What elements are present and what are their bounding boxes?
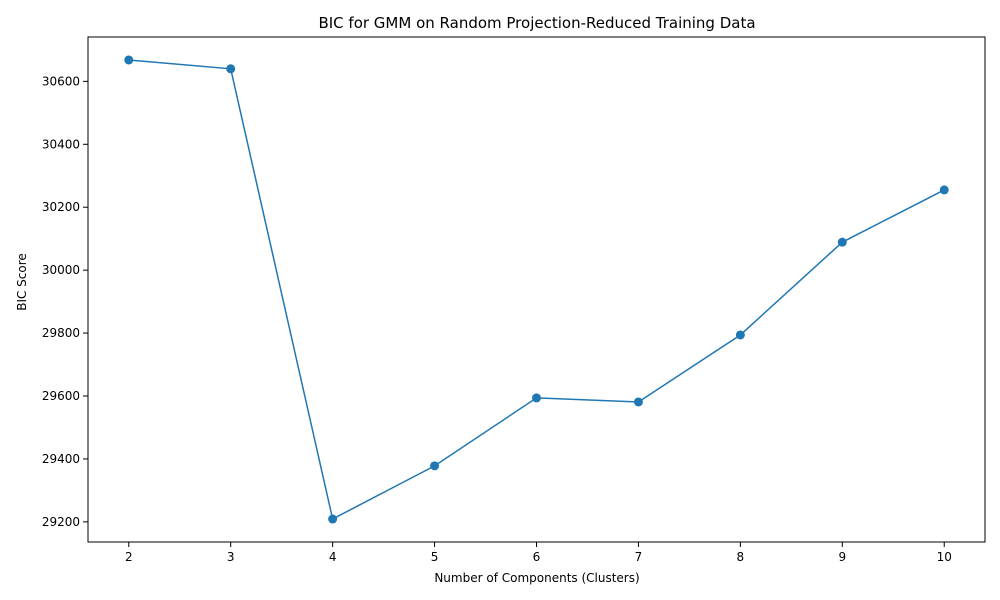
x-tick-label: 7 — [635, 550, 643, 564]
y-axis-label: BIC Score — [15, 253, 29, 311]
axes-frame — [87, 36, 986, 543]
x-tick-label: 5 — [431, 550, 439, 564]
data-point — [124, 55, 134, 65]
data-point — [430, 461, 440, 471]
data-point — [328, 514, 338, 524]
y-tick-label: 29200 — [42, 515, 80, 529]
x-axis: 2 3 4 5 6 7 8 9 10 — [125, 542, 952, 564]
data-point — [939, 185, 949, 195]
x-tick-label: 8 — [737, 550, 745, 564]
bic-series-points — [124, 55, 949, 524]
x-tick-label: 10 — [937, 550, 952, 564]
y-tick-label: 30200 — [42, 200, 80, 214]
x-tick-label: 4 — [329, 550, 337, 564]
y-tick-label: 29800 — [42, 326, 80, 340]
y-axis: 29200 29400 29600 29800 30000 30200 30400 30600 — [42, 74, 88, 529]
chart-title: BIC for GMM on Random Projection-Reduced… — [318, 14, 755, 32]
y-tick-label: 29600 — [42, 389, 80, 403]
data-point — [735, 330, 745, 340]
bic-series-line — [128, 59, 945, 521]
plot-area: 2 3 4 5 6 7 8 9 10 29200 29400 29600 29800 30000 3020… — [42, 36, 986, 564]
x-tick-label: 9 — [838, 550, 846, 564]
y-tick-label: 29400 — [42, 452, 80, 466]
y-tick-label: 30000 — [42, 263, 80, 277]
data-point — [532, 393, 541, 403]
x-tick-label: 3 — [227, 550, 235, 564]
y-tick-label: 30600 — [42, 74, 80, 88]
x-axis-label: Number of Components (Clusters) — [434, 571, 639, 585]
data-point — [226, 64, 236, 74]
x-tick-label: 6 — [533, 550, 541, 564]
data-point — [837, 237, 847, 247]
x-tick-label: 2 — [125, 550, 133, 564]
y-tick-label: 30400 — [42, 137, 80, 151]
data-point — [633, 397, 643, 407]
